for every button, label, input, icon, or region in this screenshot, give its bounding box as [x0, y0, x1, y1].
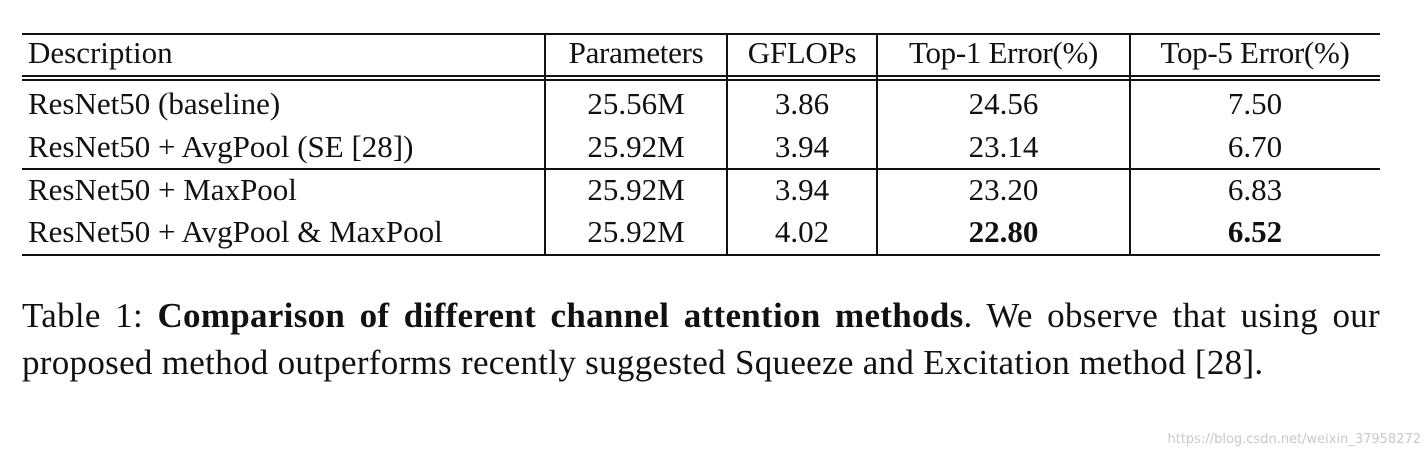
- table-cell: ResNet50 + AvgPool & MaxPool: [28, 214, 443, 249]
- table-cell: 25.92M: [587, 172, 685, 207]
- caption-title: Comparison of different channel attentio…: [157, 296, 964, 335]
- table-cell: 24.56: [968, 86, 1039, 121]
- table-cell: 25.56M: [587, 86, 685, 121]
- table-cell: 23.14: [968, 129, 1039, 164]
- table-cell: ResNet50 + AvgPool (SE [28]): [28, 129, 414, 164]
- table-cell: 25.92M: [587, 129, 685, 164]
- table-cell: 25.92M: [587, 214, 685, 249]
- watermark: https://blog.csdn.net/weixin_37958272: [1167, 432, 1421, 447]
- caption-label: Table 1:: [22, 296, 143, 335]
- caption: Table 1: Comparison of different channel…: [22, 292, 1380, 386]
- column-rule: [876, 34, 878, 256]
- column-rule: [544, 34, 546, 256]
- header-cell: Top-1 Error(%): [908, 35, 1099, 70]
- table-cell: 3.86: [774, 86, 830, 121]
- table-cell: 7.50: [1227, 86, 1283, 121]
- header-cell: Top-5 Error(%): [1160, 35, 1350, 70]
- table-cell: ResNet50 + MaxPool: [28, 172, 297, 207]
- table-cell: 3.94: [774, 129, 830, 164]
- rule: [22, 33, 1380, 35]
- column-rule: [1129, 34, 1131, 256]
- table-cell: 6.83: [1227, 172, 1283, 207]
- table-cell: 6.52: [1227, 214, 1283, 249]
- header-cell: Parameters: [568, 35, 704, 70]
- table-cell: 4.02: [774, 214, 830, 249]
- rule: [22, 75, 1380, 77]
- table-cell: 6.70: [1227, 129, 1283, 164]
- caption-text: . We observe that using our proposed met…: [22, 296, 1381, 382]
- table-cell: 23.20: [968, 172, 1039, 207]
- header-cell: GFLOPs: [747, 35, 857, 70]
- rule: [22, 168, 1380, 170]
- column-rule: [726, 34, 728, 256]
- table-cell: 22.80: [968, 214, 1039, 249]
- table-cell: 3.94: [774, 172, 830, 207]
- rule: [22, 254, 1380, 256]
- table-cell: ResNet50 (baseline): [28, 86, 281, 121]
- rule: [22, 79, 1380, 81]
- header-cell: Description: [28, 35, 173, 70]
